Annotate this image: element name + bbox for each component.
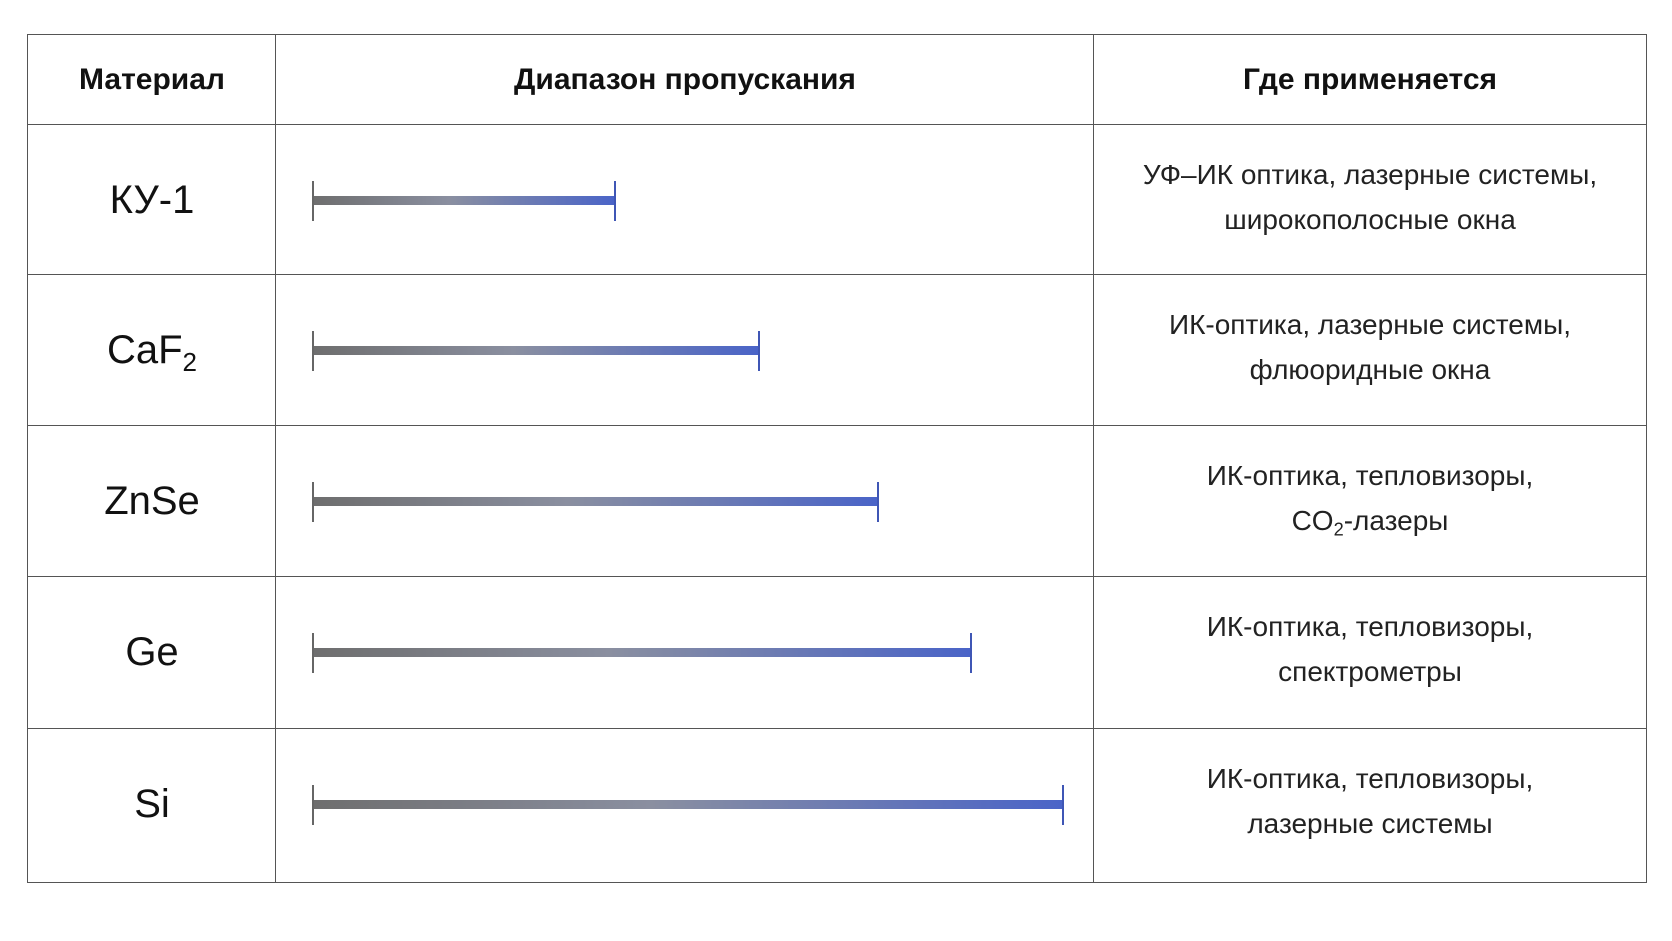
column-divider	[275, 35, 276, 882]
range-bar	[313, 345, 759, 355]
material-name: Si	[134, 782, 170, 827]
application-line: ИК-оптика, тепловизоры,	[1207, 453, 1534, 498]
range-end	[614, 180, 616, 221]
material-text: Ge	[125, 630, 179, 674]
range-end	[970, 632, 972, 673]
application-line: ИК-оптика, тепловизоры,	[1207, 604, 1534, 649]
row-divider	[28, 274, 1646, 275]
range-end	[758, 330, 760, 371]
application-text: лазерные системы	[1247, 807, 1493, 839]
application-cell: ИК-оптика, лазерные системы, флюоридные о…	[1094, 275, 1646, 426]
row-divider	[28, 728, 1646, 729]
range-bar	[313, 647, 971, 657]
range-end	[877, 481, 879, 522]
range-start	[312, 180, 314, 221]
application-line: ИК-оптика, лазерные системы,	[1169, 302, 1571, 347]
application-text: спектрометры	[1278, 655, 1462, 687]
material-text: ZnSe	[104, 479, 200, 523]
application-line: флюоридные окна	[1250, 347, 1491, 392]
column-divider	[1093, 35, 1094, 882]
material-name: Ge	[125, 630, 178, 675]
application-text: флюоридные окна	[1249, 353, 1491, 385]
row-divider	[28, 576, 1646, 577]
range-start	[312, 330, 314, 371]
material-text: Si	[134, 782, 170, 826]
header-text: Где применяется	[1242, 63, 1498, 96]
table: Материал Диапазон пропускания Где примен…	[27, 34, 1647, 883]
range-start	[312, 632, 314, 673]
material-cell: ZnSe	[28, 426, 276, 577]
row-divider	[28, 124, 1646, 125]
application-cell: ИК-оптика, тепловизоры, лазерные системы	[1094, 729, 1646, 880]
material-cell: CaF2	[28, 275, 276, 426]
header-text: Материал	[79, 63, 225, 96]
range-end	[1062, 784, 1064, 825]
application-cell: УФ–ИК оптика, лазерные системы, широкопол…	[1094, 125, 1646, 276]
application-text: ИК-оптика, тепловизоры,	[1206, 610, 1534, 642]
material-text: КУ-1	[109, 178, 195, 222]
application-text: ИК-оптика, тепловизоры,	[1206, 459, 1534, 491]
application-text: ИК-оптика, тепловизоры,	[1206, 762, 1534, 794]
application-line: УФ–ИК оптика, лазерные системы,	[1143, 152, 1597, 197]
material-name: КУ-1	[110, 178, 195, 223]
application-cell: ИК-оптика, тепловизоры, спектрометры	[1094, 577, 1646, 728]
material-text: CaF	[106, 328, 183, 372]
range-start	[312, 481, 314, 522]
application-line: ИК-оптика, тепловизоры,	[1207, 756, 1534, 801]
header-cell: Материал	[28, 35, 276, 125]
material-name: ZnSe	[104, 479, 200, 524]
range-start	[312, 784, 314, 825]
application-text: широкополосные окна	[1224, 203, 1516, 235]
range-bar	[313, 195, 615, 205]
application-subscript: 2	[1333, 518, 1344, 539]
range-bar	[313, 799, 1063, 809]
application-text: ИК-оптика, лазерные системы,	[1168, 308, 1572, 340]
application-cell: ИК-оптика, тепловизоры, CO2-лазеры	[1094, 426, 1646, 577]
material-cell: Si	[28, 729, 276, 880]
material-cell: КУ-1	[28, 125, 276, 276]
application-line: широкополосные окна	[1224, 197, 1516, 242]
application-line: лазерные системы	[1247, 801, 1492, 846]
application-text: CO	[1291, 504, 1334, 536]
row-divider	[28, 425, 1646, 426]
application-text: -лазеры	[1343, 504, 1449, 536]
material-cell: Ge	[28, 577, 276, 728]
header-cell: Где применяется	[1094, 35, 1646, 125]
range-bar	[313, 496, 878, 506]
header-text: Диапазон пропускания	[514, 63, 856, 96]
material-name: CaF2	[106, 328, 197, 375]
application-line: спектрометры	[1278, 649, 1462, 694]
application-line: CO2-лазеры	[1292, 498, 1449, 543]
material-subscript: 2	[182, 346, 198, 377]
application-text: УФ–ИК оптика, лазерные системы,	[1142, 158, 1598, 190]
header-cell: Диапазон пропускания	[276, 35, 1094, 125]
